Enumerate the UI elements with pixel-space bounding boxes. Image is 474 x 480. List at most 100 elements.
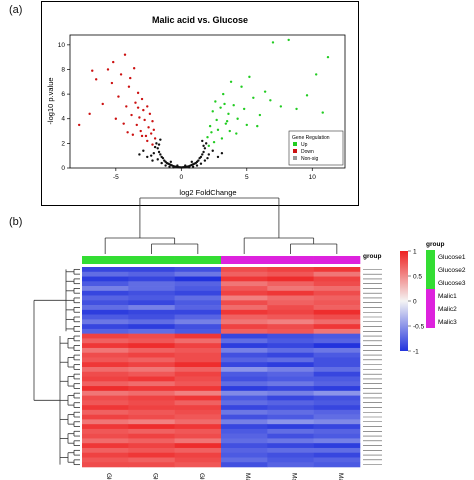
point-down xyxy=(94,78,98,81)
point-down xyxy=(101,102,104,106)
heatmap-cell xyxy=(82,443,129,449)
heatmap-cell xyxy=(174,381,222,387)
point-up xyxy=(210,131,213,134)
heatmap-cell xyxy=(128,286,175,292)
heatmap-cell xyxy=(313,271,361,277)
point-down xyxy=(126,131,129,134)
heatmap-cell xyxy=(128,457,175,463)
heatmap-cell xyxy=(82,376,129,382)
heatmap-cell xyxy=(128,343,175,349)
heatmap-cell xyxy=(174,433,222,439)
group-legend-title: group xyxy=(426,241,444,248)
heatmap-cell xyxy=(128,290,175,296)
group-legend-label: Glucose2 xyxy=(438,267,466,274)
y-tick-label: 8 xyxy=(61,66,65,73)
point-non-sig xyxy=(169,160,173,164)
heatmap-cell xyxy=(82,333,129,339)
heatmap-cell xyxy=(221,371,268,377)
column-labels: Glucose3 Glucose1 Glucose2 Malic3 Malic1 Mali… xyxy=(105,473,344,480)
point-non-sig xyxy=(204,142,208,145)
column-label: Malic1 xyxy=(291,473,298,480)
heatmap-cell xyxy=(82,314,129,320)
point-non-sig xyxy=(176,164,179,167)
point-non-sig xyxy=(164,164,167,167)
heatmap-cell xyxy=(221,309,268,315)
heatmap-cell xyxy=(174,419,222,425)
color-scale-ticks: 1 0.5 0 -0.5 -1 xyxy=(408,249,425,356)
point-up xyxy=(229,80,233,83)
heatmap-cell xyxy=(174,457,222,463)
heatmap-cell xyxy=(82,367,129,373)
heatmap-cell xyxy=(82,286,129,292)
point-non-sig xyxy=(161,156,165,160)
heatmap-cell xyxy=(82,433,129,439)
heatmap-cell xyxy=(128,414,175,420)
point-non-sig xyxy=(191,165,195,168)
heatmap-cell xyxy=(174,447,222,454)
heatmap-cell xyxy=(128,371,175,377)
x-tick-label: 5 xyxy=(245,174,249,181)
heatmap-cell xyxy=(221,281,268,287)
heatmap-cell xyxy=(313,376,361,382)
heatmap-cell xyxy=(221,419,268,425)
heatmap-cell xyxy=(221,462,268,468)
heatmap-cell xyxy=(267,433,314,439)
group-legend-swatch xyxy=(426,289,435,302)
heatmap-cell xyxy=(174,305,222,311)
data-points xyxy=(77,38,330,169)
heatmap-cell xyxy=(267,286,314,292)
heatmap-cell xyxy=(221,357,268,363)
group-legend-swatch xyxy=(426,302,435,315)
heatmap-cell xyxy=(174,295,222,301)
point-down xyxy=(146,139,149,143)
point-non-sig xyxy=(155,142,158,145)
heatmap-cell xyxy=(267,400,314,406)
heatmap-cell xyxy=(221,433,268,439)
chart-title: Malic acid vs. Glucose xyxy=(152,15,248,25)
column-label: Malic2 xyxy=(337,473,344,480)
heatmap-cell xyxy=(82,276,129,282)
point-down xyxy=(132,67,136,70)
y-tick-label: 10 xyxy=(58,42,66,49)
heatmap-cell xyxy=(128,328,175,334)
heatmap-cell xyxy=(313,447,361,454)
heatmap-cell xyxy=(267,333,314,339)
point-down xyxy=(134,101,137,104)
heatmap-cell xyxy=(313,433,361,439)
heatmap-cell xyxy=(174,343,222,349)
group-legend-label: Glucose3 xyxy=(438,280,466,287)
heatmap-cell xyxy=(313,324,361,330)
heatmap-cell xyxy=(221,290,268,296)
heatmap-cell xyxy=(221,343,268,349)
point-non-sig xyxy=(187,166,191,169)
heatmap-cell xyxy=(267,314,314,320)
column-label: Glucose2 xyxy=(198,473,205,480)
heatmap-cell xyxy=(267,367,314,373)
heatmap-cell xyxy=(128,357,175,363)
column-dendrogram xyxy=(104,197,338,254)
heatmap-cell xyxy=(267,457,314,463)
heatmap-cell xyxy=(128,452,175,458)
heatmap-cell xyxy=(313,309,361,315)
point-down xyxy=(123,53,127,56)
heatmap-cell xyxy=(174,362,222,368)
color-scale-gradient xyxy=(400,251,408,351)
heatmap-cell xyxy=(221,443,268,449)
heatmap-cell xyxy=(267,300,314,306)
heatmap-cell xyxy=(313,267,361,273)
heatmap-cell xyxy=(128,424,175,430)
heatmap-cell xyxy=(174,462,222,468)
heatmap-cell xyxy=(128,314,175,320)
point-up xyxy=(252,96,255,100)
heatmap-figure: group Glucose3 Glucose1 Glucose2 Malic3 Mali… xyxy=(33,197,466,480)
color-scale-tick-label: -1 xyxy=(413,349,419,356)
heatmap-cell xyxy=(82,347,129,354)
heatmap-cell xyxy=(267,281,314,287)
heatmap-cell xyxy=(82,319,129,325)
point-up xyxy=(223,102,226,106)
heatmap-cell xyxy=(221,414,268,420)
heatmap-cell xyxy=(267,376,314,382)
heatmap-cell xyxy=(174,276,222,282)
group-legend-label: Malic1 xyxy=(438,293,457,300)
heatmap-cell xyxy=(221,405,268,411)
